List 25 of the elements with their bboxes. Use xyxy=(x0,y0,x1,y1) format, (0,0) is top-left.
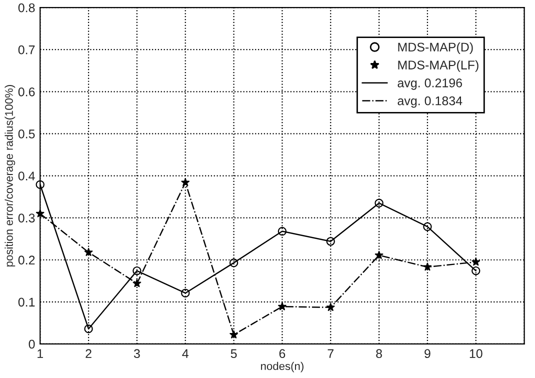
y-tick-label: 0.8 xyxy=(18,3,35,12)
y-tick-label: 0.3 xyxy=(18,214,35,222)
x-tick-label: 3 xyxy=(134,349,140,358)
y-tick-label: 0 xyxy=(28,340,35,349)
y-tick-label: 0.5 xyxy=(18,130,35,138)
y-tick-label: 0.4 xyxy=(18,172,35,180)
x-tick-label: 8 xyxy=(376,349,382,358)
y-tick-label: 0.6 xyxy=(18,87,35,96)
legend-label: MDS-MAP(LF) xyxy=(398,60,478,72)
legend-label: avg. 0.2196 xyxy=(398,78,462,90)
x-tick-label: 1 xyxy=(38,349,43,358)
x-tick-label: 7 xyxy=(328,349,334,358)
x-tick-label: 10 xyxy=(470,349,482,358)
x-tick-label: 6 xyxy=(279,349,286,358)
y-tick-label: 0.1 xyxy=(18,298,35,307)
legend-label: MDS-MAP(D) xyxy=(398,42,473,54)
y-tick-label: 0.2 xyxy=(18,256,35,265)
x-axis-title: nodes(n) xyxy=(261,362,304,372)
x-tick-label: 5 xyxy=(230,349,237,358)
y-axis-title: position error/coverage radius(100%) xyxy=(4,85,16,266)
y-tick-label: 0.7 xyxy=(18,45,35,54)
legend-label: avg. 0.1834 xyxy=(398,96,462,108)
x-tick-label: 9 xyxy=(424,349,430,358)
x-tick-label: 4 xyxy=(182,349,188,358)
x-tick-label: 2 xyxy=(86,349,92,358)
